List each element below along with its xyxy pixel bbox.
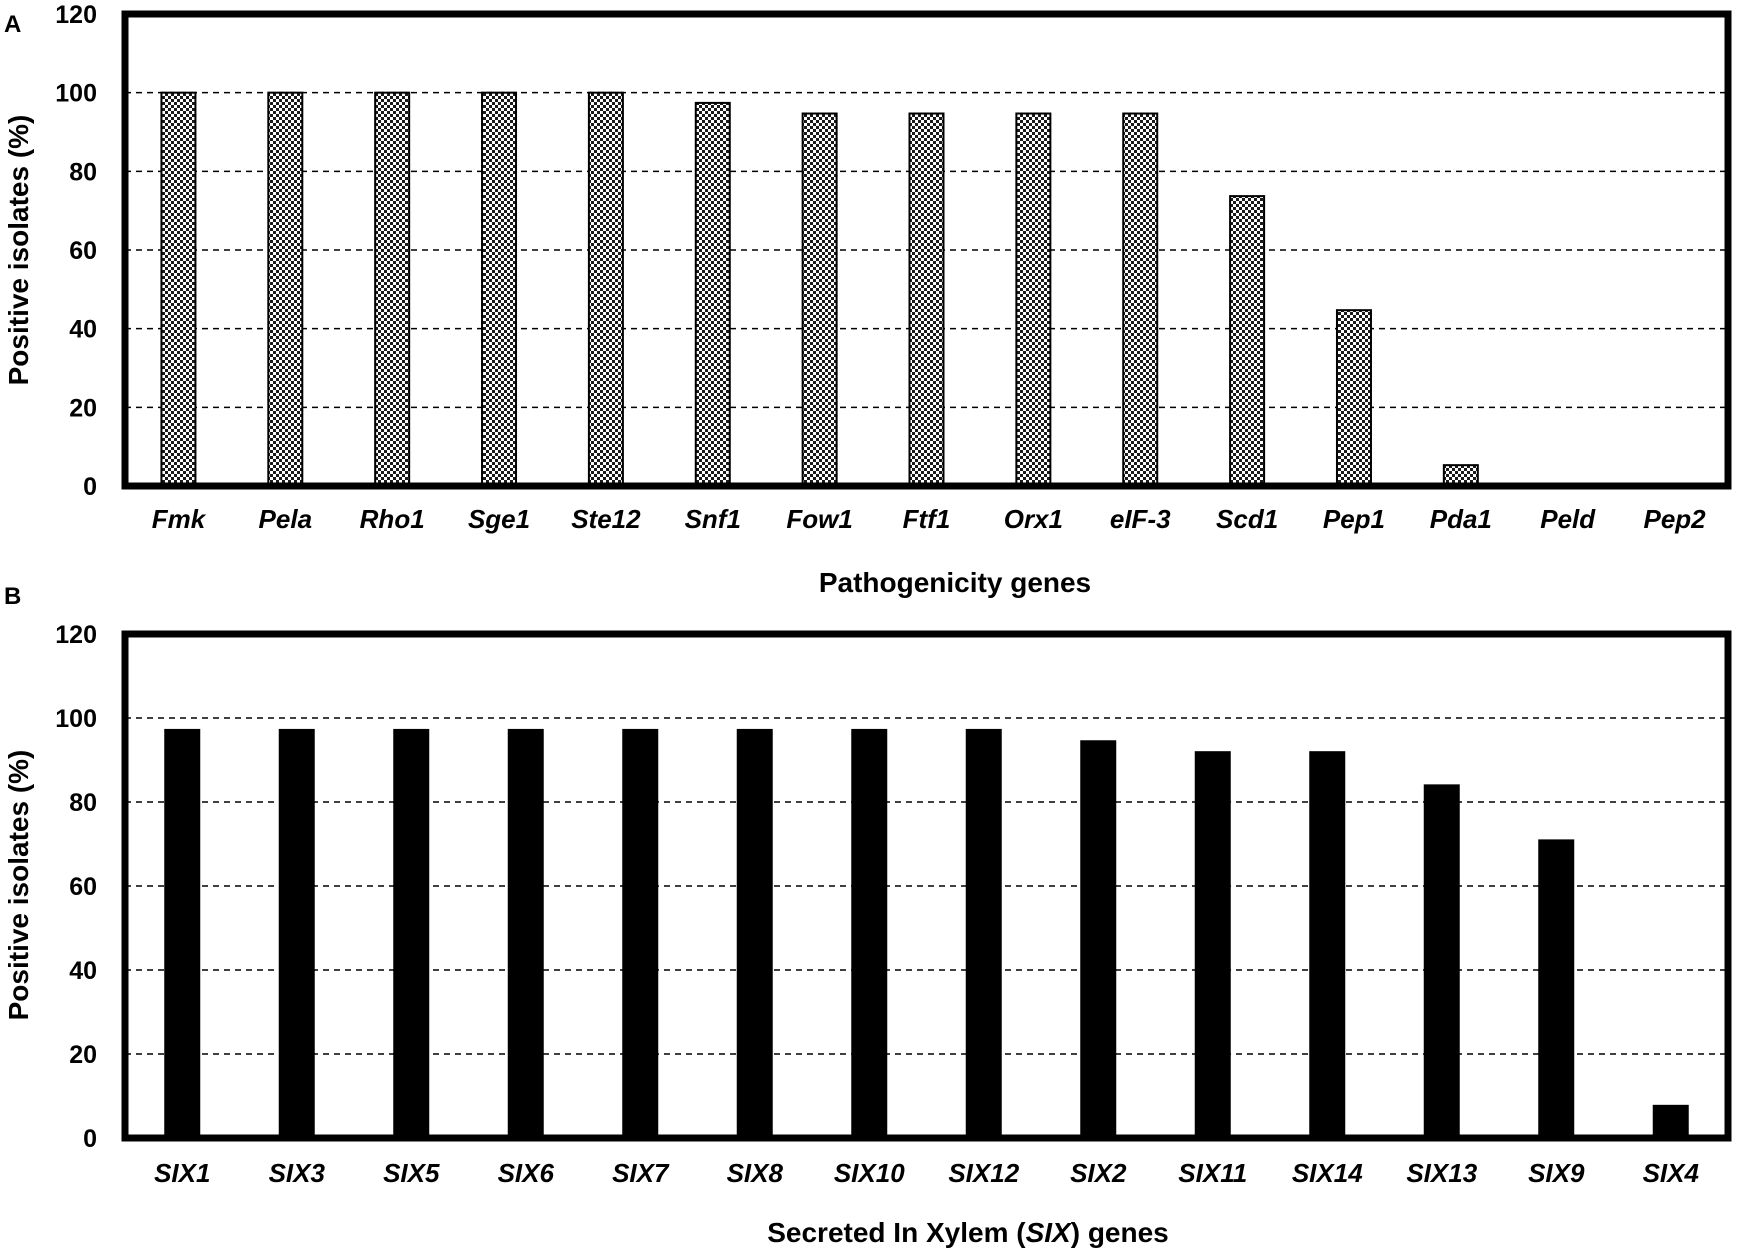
- x-tick-label: SIX3: [269, 1158, 326, 1188]
- x-tick-label: Pep1: [1323, 504, 1385, 534]
- x-tick-label: SIX14: [1292, 1158, 1363, 1188]
- bar: [736, 728, 773, 1138]
- x-tick-labels-a: Fmk Pela Rho1 Sge1 Ste12 Snf1 Fow1 Ftf1 Orx1 eIF-…: [152, 504, 1706, 534]
- y-tick-label: 120: [55, 1, 97, 29]
- x-tick-label: Pep2: [1643, 504, 1706, 534]
- bars-b: [164, 728, 1689, 1138]
- x-tick-label: Peld: [1540, 504, 1596, 534]
- y-tick-labels-a: 0 20 40 60 80 100 120: [55, 1, 97, 501]
- x-axis-label-b-part3: ) genes: [1071, 1217, 1169, 1248]
- x-axis-label-b-part2: SIX: [1026, 1217, 1073, 1248]
- bar: [267, 91, 304, 488]
- bar: [1309, 751, 1346, 1138]
- plot-frame-b: [121, 630, 1732, 1142]
- y-tick-label: 40: [69, 957, 97, 985]
- bars-a: [160, 91, 1479, 488]
- bar: [587, 91, 624, 488]
- x-tick-label: Pela: [259, 504, 313, 534]
- bar: [1194, 751, 1231, 1138]
- bar: [694, 101, 731, 487]
- x-tick-label: SIX5: [383, 1158, 440, 1188]
- x-tick-label: Orx1: [1004, 504, 1063, 534]
- bar: [160, 91, 197, 488]
- x-tick-label: SIX1: [154, 1158, 210, 1188]
- y-tick-label: 100: [55, 705, 97, 733]
- x-tick-label: SIX7: [612, 1158, 670, 1188]
- x-tick-label: SIX9: [1528, 1158, 1585, 1188]
- x-tick-label: Snf1: [685, 504, 741, 534]
- y-tick-label: 80: [69, 789, 97, 817]
- y-axis-label-b: Positive isolates (%): [3, 750, 34, 1021]
- bar: [164, 728, 201, 1138]
- bar: [622, 728, 659, 1138]
- x-tick-label: Fmk: [152, 504, 207, 534]
- plot-frame-a: [121, 10, 1732, 490]
- x-tick-label: Pda1: [1430, 504, 1492, 534]
- bar: [1538, 839, 1575, 1138]
- bar: [1229, 195, 1266, 487]
- y-tick-label: 0: [83, 473, 97, 501]
- y-tick-label: 20: [69, 1041, 97, 1069]
- y-axis-label-a: Positive isolates (%): [3, 115, 34, 386]
- x-tick-label: SIX11: [1178, 1158, 1247, 1188]
- bar: [481, 91, 518, 488]
- bar: [1423, 784, 1460, 1138]
- x-tick-label: SIX6: [498, 1158, 555, 1188]
- panel-label-a: A: [4, 11, 21, 38]
- x-tick-label: SIX8: [727, 1158, 784, 1188]
- x-tick-label: Scd1: [1216, 504, 1278, 534]
- x-tick-label: SIX4: [1643, 1158, 1700, 1188]
- y-tick-label: 60: [69, 237, 97, 265]
- bar: [908, 112, 945, 487]
- x-tick-label: Ste12: [571, 504, 641, 534]
- x-tick-labels-b: SIX1 SIX3 SIX5 SIX6 SIX7 SIX8 SIX10 SIX12 SIX2 SI…: [154, 1158, 1699, 1188]
- bar: [965, 728, 1002, 1138]
- bar: [393, 728, 430, 1138]
- x-tick-label: SIX13: [1406, 1158, 1477, 1188]
- x-tick-label: SIX2: [1070, 1158, 1127, 1188]
- y-tick-label: 0: [83, 1125, 97, 1153]
- x-tick-label: Sge1: [468, 504, 530, 534]
- x-tick-label: SIX10: [834, 1158, 905, 1188]
- bar: [374, 91, 411, 488]
- x-tick-label: Ftf1: [903, 504, 951, 534]
- y-tick-labels-b: 0 20 40 60 80 100 120: [55, 621, 97, 1153]
- y-tick-label: 40: [69, 316, 97, 344]
- x-tick-label: eIF-3: [1110, 504, 1171, 534]
- x-axis-label-b: Secreted In Xylem (SIX) genes: [767, 1217, 1169, 1248]
- bar: [507, 728, 544, 1138]
- y-tick-label: 60: [69, 873, 97, 901]
- x-tick-label: SIX12: [948, 1158, 1019, 1188]
- y-tick-label: 120: [55, 621, 97, 649]
- gridlines-b: [125, 717, 1728, 1055]
- x-tick-label: Rho1: [360, 504, 425, 534]
- x-axis-label-b-part1: Secreted In Xylem (: [767, 1217, 1026, 1248]
- chart-panel-a: A 0 20 40 60 80 100 120 Fmk Pela Rho1 Sge1 Ste12 Sn…: [3, 1, 1732, 598]
- bar: [278, 728, 315, 1138]
- x-tick-label: Fow1: [786, 504, 852, 534]
- bar: [851, 728, 888, 1138]
- y-tick-label: 80: [69, 158, 97, 186]
- x-axis-label-a: Pathogenicity genes: [819, 567, 1091, 598]
- panel-label-b: B: [4, 583, 21, 610]
- bar: [1015, 112, 1052, 487]
- bar: [1335, 309, 1372, 487]
- bar: [1122, 112, 1159, 487]
- y-tick-label: 20: [69, 394, 97, 422]
- bar: [1652, 1104, 1689, 1138]
- bar: [801, 112, 838, 487]
- y-tick-label: 100: [55, 80, 97, 108]
- bar: [1080, 740, 1117, 1138]
